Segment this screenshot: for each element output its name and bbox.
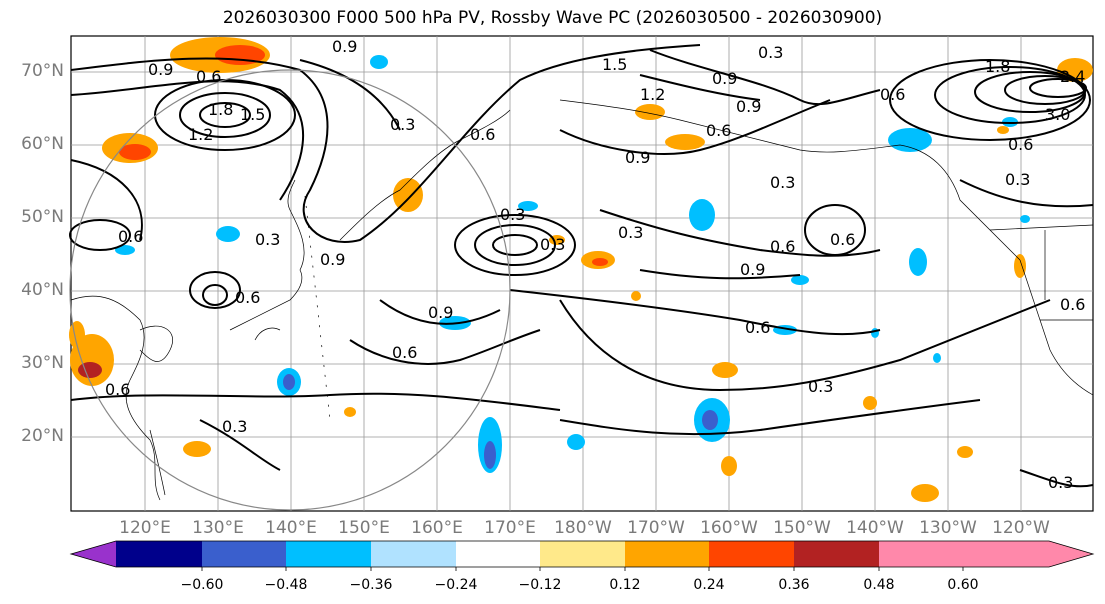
contour-label: 0.9 <box>736 97 761 116</box>
contour-label: 0.3 <box>1005 170 1030 189</box>
lat-label: 70°N <box>21 61 64 81</box>
contour-label: 0.6 <box>118 227 143 246</box>
contour-label: 1.8 <box>208 100 233 119</box>
colorbar <box>69 540 1095 571</box>
contour-label: 0.6 <box>105 380 130 399</box>
contour-label: 0.3 <box>255 230 280 249</box>
contour-label: 0.6 <box>880 85 905 104</box>
lon-label: 170°E <box>484 518 536 538</box>
contour-label: 0.6 <box>745 318 770 337</box>
lon-label: 150°W <box>773 518 831 538</box>
contour-label: 0.9 <box>320 250 345 269</box>
contour-label: 0.3 <box>222 417 247 436</box>
lon-label: 140°W <box>846 518 904 538</box>
contour-label: 0.6 <box>1060 295 1085 314</box>
contour-label: 0.9 <box>712 69 737 88</box>
lon-label: 130°W <box>919 518 977 538</box>
lon-label: 150°E <box>338 518 390 538</box>
contour-label: 0.3 <box>540 235 565 254</box>
contour-label: 0.3 <box>758 43 783 62</box>
lon-label: 120°E <box>119 518 171 538</box>
contour-label: 0.6 <box>392 343 417 362</box>
contour-label: 0.9 <box>625 148 650 167</box>
lon-label: 160°W <box>700 518 758 538</box>
contour-label: 0.6 <box>196 67 221 86</box>
lon-label: 120°W <box>992 518 1050 538</box>
lat-label: 40°N <box>21 280 64 300</box>
map-title: 2026030300 F000 500 hPa PV, Rossby Wave … <box>222 8 883 28</box>
contour-label: 0.9 <box>740 260 765 279</box>
colorbar-tick-label: −0.36 <box>349 577 393 593</box>
colorbar-tick-label: −0.48 <box>264 577 308 593</box>
contour-label: 1.5 <box>240 105 265 124</box>
contour-label: 1.2 <box>188 125 213 144</box>
lat-label: 60°N <box>21 134 64 154</box>
colorbar-tick-label: −0.60 <box>180 577 224 593</box>
pv-anomaly-shading <box>69 37 1093 502</box>
contour-label: 0.6 <box>235 288 260 307</box>
colorbar-tick-label: 0.24 <box>693 577 725 593</box>
lon-label: 170°W <box>627 518 685 538</box>
contour-labels: 0.9 0.6 1.8 1.5 1.2 0.3 0.6 0.9 0.3 0.6 … <box>105 37 1085 492</box>
contour-label: 0.6 <box>830 230 855 249</box>
contour-label: 0.3 <box>500 205 525 224</box>
colorbar-tick-label: −0.12 <box>518 577 562 593</box>
colorbar-tick-label: −0.24 <box>434 577 478 593</box>
pv-contours <box>69 44 1094 488</box>
colorbar-tick-label: 0.12 <box>609 577 641 593</box>
contour-label: 0.9 <box>332 37 357 56</box>
contour-label: 1.2 <box>640 85 665 104</box>
contour-label: 1.5 <box>602 55 627 74</box>
contour-label: 0.3 <box>1048 473 1073 492</box>
contour-label: 0.6 <box>1008 135 1033 154</box>
lat-label: 30°N <box>21 353 64 373</box>
colorbar-tick-label: 0.60 <box>947 577 979 593</box>
contour-label: 0.6 <box>770 237 795 256</box>
lat-label: 20°N <box>21 426 64 446</box>
contour-label: 0.6 <box>706 121 731 140</box>
contour-label: 0.3 <box>390 115 415 134</box>
contour-label: 0.3 <box>808 377 833 396</box>
contour-label: 0.3 <box>770 173 795 192</box>
contour-label: 0.3 <box>618 223 643 242</box>
contour-label: 3.0 <box>1045 105 1070 124</box>
lon-label: 180°W <box>554 518 612 538</box>
colorbar-tick-label: 0.36 <box>778 577 810 593</box>
target-region-circle <box>69 69 511 511</box>
contour-label: 0.6 <box>470 125 495 144</box>
contour-label: 0.9 <box>148 60 173 79</box>
contour-label: 1.8 <box>985 57 1010 76</box>
lon-label: 140°E <box>265 518 317 538</box>
contour-label: 2.4 <box>1060 67 1085 86</box>
contour-label: 0.9 <box>428 303 453 322</box>
lat-label: 50°N <box>21 207 64 227</box>
lon-label: 130°E <box>192 518 244 538</box>
lon-label: 160°E <box>411 518 463 538</box>
colorbar-tick-label: 0.48 <box>863 577 895 593</box>
coastlines <box>70 99 1094 501</box>
